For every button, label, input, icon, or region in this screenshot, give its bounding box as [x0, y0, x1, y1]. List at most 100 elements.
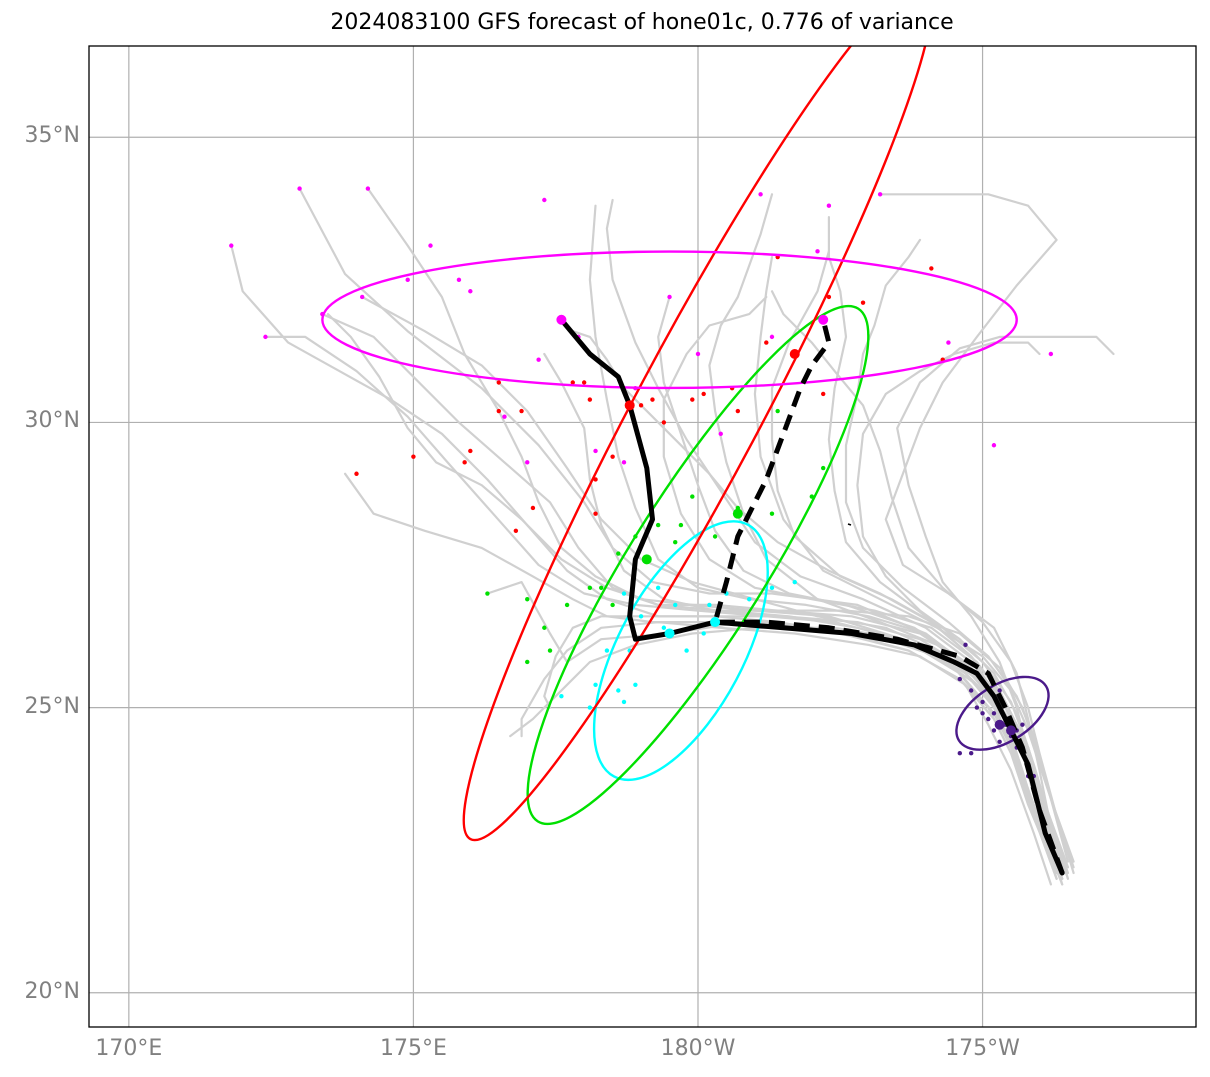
member-position-dot: [638, 614, 644, 619]
mean-position-dot: [732, 508, 743, 519]
member-position-dot: [530, 505, 536, 511]
member-position-dot: [621, 591, 627, 596]
member-position-dot: [593, 511, 598, 516]
ensemble-track: [753, 255, 1075, 863]
member-position-dot: [593, 682, 598, 687]
member-position-dot: [587, 397, 593, 402]
member-position-dot: [496, 408, 501, 414]
member-position-dot: [354, 471, 359, 476]
member-position-dot: [513, 528, 519, 533]
lon-tick-label: 175°E: [379, 1036, 447, 1061]
stray-mark: [847, 523, 852, 526]
member-position-dot: [542, 625, 547, 630]
mean-position-dot: [556, 314, 567, 325]
member-position-dot: [587, 585, 593, 591]
mean-position-dot: [664, 628, 675, 639]
member-position-dot: [587, 705, 593, 710]
member-position-dot: [929, 266, 934, 271]
ensemble-track: [326, 313, 1058, 880]
member-position-dot: [547, 648, 553, 653]
member-position-dot: [821, 465, 826, 471]
member-position-dot: [826, 203, 832, 208]
lon-tick-label: 175°W: [945, 1036, 1020, 1061]
member-position-dot: [809, 494, 815, 499]
member-position-dot: [536, 357, 541, 362]
ensemble-track: [588, 204, 1064, 875]
member-position-dot: [468, 448, 473, 454]
member-position-dot: [673, 602, 678, 608]
member-position-dot: [525, 597, 530, 602]
member-position-dot: [769, 585, 775, 591]
lon-tick-label: 180°W: [660, 1036, 736, 1061]
member-position-dot: [758, 192, 763, 197]
mean-track-dashed: [712, 319, 1065, 874]
map-title: 2024083100 GFS forecast of hone01c, 0.77…: [330, 10, 954, 35]
member-position-dot: [263, 334, 268, 340]
member-position-dot: [604, 648, 610, 653]
member-position-dot: [542, 197, 547, 203]
member-position-dot: [963, 642, 968, 648]
member-position-dot: [661, 625, 667, 630]
member-position-dot: [519, 408, 524, 414]
ensemble-track: [896, 335, 1115, 875]
member-position-dot: [860, 300, 866, 305]
member-position-dot: [638, 403, 644, 408]
member-position-dot: [957, 751, 963, 756]
mean-position-dot: [818, 314, 829, 325]
member-position-dot: [690, 397, 695, 402]
mean-position-dot: [624, 400, 635, 411]
ensemble-track: [543, 352, 1075, 869]
member-position-dot: [980, 711, 985, 716]
member-position-dot: [456, 277, 462, 283]
member-position-dot: [678, 522, 684, 528]
member-position-dot: [701, 631, 706, 636]
ensemble-track: [708, 193, 1064, 880]
member-position-dot: [633, 682, 638, 687]
ensemble-tracks: [230, 187, 1115, 886]
member-position-dot: [229, 243, 234, 248]
member-position-dot: [1020, 722, 1025, 727]
ensemble-positions: [229, 186, 1054, 779]
ensemble-track: [571, 330, 1064, 863]
graticule: [89, 46, 1196, 1027]
member-position-dot: [701, 391, 706, 397]
uncertainty-ellipses: [321, 46, 1050, 842]
member-position-dot: [747, 597, 752, 602]
mean-positions: [556, 314, 1017, 736]
member-position-dot: [621, 699, 627, 705]
member-position-dot: [673, 540, 678, 545]
member-position-dot: [462, 460, 467, 465]
member-position-dot: [707, 602, 712, 608]
member-position-dot: [667, 294, 672, 300]
uncertainty-ellipse: [321, 250, 1018, 390]
member-position-dot: [616, 688, 621, 693]
member-position-dot: [559, 693, 564, 699]
member-position-dot: [826, 294, 832, 300]
member-position-dot: [997, 688, 1002, 693]
member-position-dot: [525, 659, 530, 665]
member-position-dot: [428, 243, 433, 248]
member-position-dot: [769, 511, 775, 516]
member-position-dot: [769, 334, 775, 340]
ensemble-track: [321, 313, 1070, 875]
member-position-dot: [986, 716, 991, 722]
member-position-dot: [485, 591, 490, 596]
member-position-dot: [946, 340, 951, 345]
member-position-dot: [764, 340, 769, 345]
member-position-dot: [359, 294, 365, 300]
uncertainty-ellipse: [526, 304, 870, 826]
uncertainty-ellipse: [462, 46, 934, 842]
member-position-dot: [695, 351, 701, 357]
member-position-dot: [405, 277, 410, 283]
member-position-dot: [1048, 351, 1054, 357]
member-position-dot: [968, 688, 974, 693]
member-position-dot: [525, 460, 530, 465]
member-position-dot: [365, 186, 371, 191]
ensemble-track: [878, 193, 1070, 880]
member-position-dot: [468, 289, 473, 294]
lon-tick-label: 170°E: [95, 1036, 163, 1061]
mean-position-dot: [641, 554, 652, 565]
member-position-dot: [718, 431, 723, 437]
member-position-dot: [581, 380, 587, 385]
